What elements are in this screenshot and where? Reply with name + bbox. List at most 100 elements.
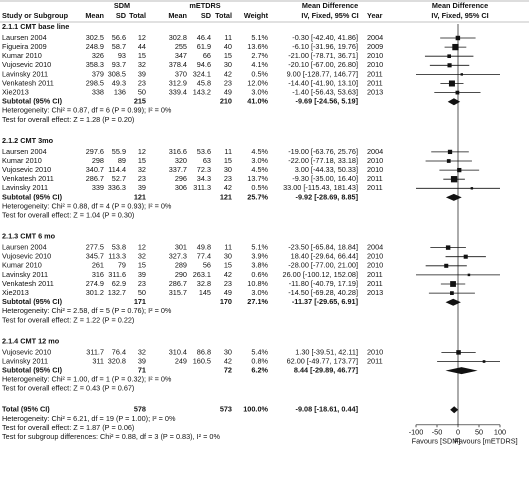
sdm-value: 316 <box>92 270 104 279</box>
sdm-value: 336.3 <box>108 183 126 192</box>
metdrs-value: 63 <box>203 156 211 165</box>
summary-ci: -9.69 [-24.56, 5.19] <box>296 97 359 106</box>
year: 2011 <box>367 183 383 192</box>
metdrs-value: 249 <box>175 356 187 365</box>
metdrs-value: 337.7 <box>169 165 187 174</box>
effect-square <box>447 54 451 59</box>
effect-square <box>460 73 463 76</box>
x-tick-label: 0 <box>456 428 460 437</box>
summary-diamond <box>445 193 462 201</box>
metdrs-value: 290 <box>175 270 187 279</box>
study-name: Vujosevic 2010 <box>2 165 51 174</box>
col-header: Total <box>215 11 232 20</box>
effect-square <box>450 291 454 295</box>
summary-ci: -9.92 [-28.69, 8.85] <box>296 192 359 201</box>
col-header: Total <box>129 11 146 20</box>
effect-square <box>445 245 451 250</box>
metdrs-value: 56 <box>203 261 211 270</box>
sdm-value: 39 <box>138 69 146 78</box>
effect-square <box>450 176 458 183</box>
study-name: Lavinsky 2011 <box>2 183 48 192</box>
summary-weight: 41.0% <box>247 97 268 106</box>
metdrs-value: 23 <box>224 78 232 87</box>
weight: 3.0% <box>251 88 268 97</box>
subgroup-differences: Test for subgroup differences: Chi² = 0.… <box>2 432 220 441</box>
weight: 0.8% <box>251 356 268 365</box>
summary-total: 71 <box>138 366 146 375</box>
metdrs-value: 40 <box>224 42 232 51</box>
sdm-value: 302.5 <box>86 33 104 42</box>
metdrs-value: 11 <box>224 33 232 42</box>
sdm-value: 50 <box>138 288 146 297</box>
metdrs-value: 286.7 <box>169 279 187 288</box>
summary-total: 121 <box>134 192 146 201</box>
effect-square <box>456 350 461 355</box>
sdm-value: 56.6 <box>112 33 126 42</box>
sdm-value: 274.9 <box>86 279 104 288</box>
metdrs-value: 347 <box>175 51 187 60</box>
year: 2009 <box>367 42 383 51</box>
year: 2010 <box>367 51 383 60</box>
metdrs-value: 311.3 <box>193 183 211 192</box>
sdm-value: 32 <box>138 60 146 69</box>
sdm-value: 89 <box>118 156 126 165</box>
effect-square <box>450 281 456 287</box>
sdm-value: 76.4 <box>112 347 126 356</box>
study-name: Kumar 2010 <box>2 51 42 60</box>
metdrs-value: 49 <box>224 88 232 97</box>
sdm-value: 39 <box>138 356 146 365</box>
metdrs-value: 42 <box>224 270 232 279</box>
summary-diamond <box>447 98 461 106</box>
metdrs-value: 160.5 <box>193 356 211 365</box>
overall-effect: Test for overall effect: Z = 0.43 (P = 0… <box>2 384 134 393</box>
metdrs-value: 49.8 <box>197 243 211 252</box>
summary-total: 215 <box>134 97 146 106</box>
effect-square <box>444 263 449 268</box>
metdrs-value: 77.4 <box>197 252 211 261</box>
metdrs-value: 15 <box>224 156 232 165</box>
group-header: Mean Difference <box>432 1 488 10</box>
year: 2004 <box>367 243 383 252</box>
study-name: Venkatesh 2011 <box>2 78 54 87</box>
metdrs-value: 339.4 <box>169 88 187 97</box>
year: 2011 <box>367 69 383 78</box>
metdrs-value: 42 <box>224 69 232 78</box>
sdm-value: 15 <box>138 261 146 270</box>
sdm-value: 44 <box>138 42 146 51</box>
year: 2010 <box>367 156 383 165</box>
effect-square <box>452 43 459 51</box>
sdm-value: 93.7 <box>112 60 126 69</box>
col-header: Mean <box>85 11 104 20</box>
metdrs-value: 46.4 <box>197 33 211 42</box>
sdm-value: 114.4 <box>108 165 126 174</box>
metdrs-value: 23 <box>224 174 232 183</box>
metdrs-value: 306 <box>175 183 187 192</box>
weight: 13.6% <box>247 42 268 51</box>
study-name: Laursen 2004 <box>2 147 47 156</box>
metdrs-value: 315.7 <box>169 288 187 297</box>
col-header: Weight <box>244 11 269 20</box>
overall-effect: Test for overall effect: Z = 1.04 (P = 0… <box>2 211 134 220</box>
sdm-value: 301.2 <box>86 288 104 297</box>
overall-effect: Test for overall effect: Z = 1.87 (P = 0… <box>2 423 134 432</box>
sdm-value: 12 <box>138 147 146 156</box>
x-tick-label: 50 <box>475 428 483 437</box>
sdm-value: 50 <box>138 88 146 97</box>
year: 2013 <box>367 88 383 97</box>
metdrs-value: 94.6 <box>197 60 211 69</box>
heterogeneity: Heterogeneity: Chi² = 0.87, df = 6 (P = … <box>2 106 172 115</box>
metdrs-value: 30 <box>224 165 232 174</box>
summary-weight: 100.0% <box>243 405 268 414</box>
metdrs-value: 45.8 <box>197 78 211 87</box>
ci-text: -23.50 [-65.84, 18.84] <box>288 243 358 252</box>
sdm-value: 49.3 <box>112 78 126 87</box>
weight: 3.0% <box>251 156 268 165</box>
summary-total: 578 <box>134 405 146 414</box>
metdrs-value: 42 <box>224 356 232 365</box>
study-name: Xie2013 <box>2 288 29 297</box>
col-header: SD <box>116 11 126 20</box>
subgroup-title: 2.1.1 CMT base line <box>2 22 69 31</box>
ci-text: -22.00 [-77.18, 33.18] <box>288 156 358 165</box>
year: 2011 <box>367 356 383 365</box>
